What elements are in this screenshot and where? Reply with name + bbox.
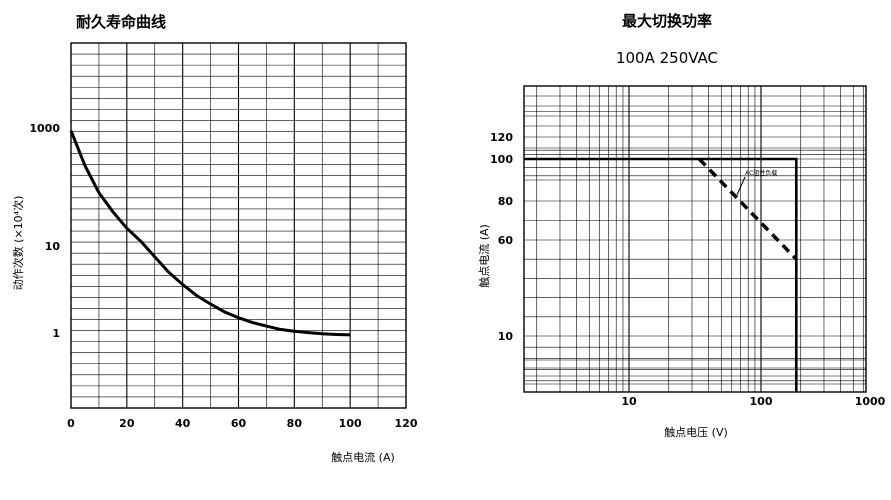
left-y-tick-label: 1 — [52, 327, 60, 340]
left-x-tick-labels: 0 20 40 60 80 100 120 — [67, 417, 418, 430]
right-x-tick-label: 100 — [750, 395, 773, 408]
left-y-tick-label: 1000 — [29, 122, 60, 135]
left-x-axis-label: 触点电流 (A) — [331, 450, 395, 464]
right-x-axis-label: 触点电压 (V) — [664, 425, 728, 439]
right-y-tick-label: 120 — [490, 131, 513, 144]
right-y-tick-labels: 120 100 80 60 10 — [490, 131, 513, 343]
left-x-tick-label: 80 — [287, 417, 303, 430]
right-chart-title: 最大切换功率 — [622, 12, 712, 30]
left-plot-frame — [70, 42, 407, 409]
right-chart-subtitle: 100A 250VAC — [616, 49, 718, 67]
annotation-leader — [736, 176, 746, 196]
right-plot-frame — [523, 85, 867, 393]
left-x-tick-label: 40 — [175, 417, 191, 430]
right-chart-grid — [524, 86, 866, 392]
right-dashed-series — [697, 157, 798, 261]
right-y-tick-label: 60 — [498, 234, 514, 247]
right-x-tick-labels: 10 100 1000 — [621, 395, 885, 408]
left-x-tick-label: 100 — [339, 417, 362, 430]
right-y-tick-label: 100 — [490, 153, 513, 166]
right-y-axis-label: 触点电流 (A) — [477, 224, 491, 288]
right-y-tick-label: 80 — [498, 195, 514, 208]
left-x-tick-label: 120 — [395, 417, 418, 430]
endurance-curve — [69, 130, 351, 337]
right-x-tick-label: 1000 — [855, 395, 886, 408]
left-chart-title: 耐久寿命曲线 — [76, 13, 166, 31]
endurance-life-chart: 耐久寿命曲线 0 20 40 60 80 100 120 1000 10 1 动作次数 (×10… — [11, 13, 418, 464]
annotation-ac-resistive-load: AC阻性负载 — [745, 169, 777, 177]
left-chart-grid — [71, 43, 406, 408]
left-x-tick-label: 0 — [67, 417, 75, 430]
left-y-axis-label: 动作次数 (×10⁴次) — [11, 196, 25, 291]
left-x-tick-label: 20 — [119, 417, 135, 430]
left-x-tick-label: 60 — [231, 417, 247, 430]
right-solid-series — [524, 157, 798, 392]
right-y-tick-label: 10 — [498, 330, 514, 343]
max-switching-power-chart: 最大切换功率 100A 250VAC 10 100 1000 12010080601… — [477, 12, 886, 439]
right-x-tick-label: 10 — [621, 395, 637, 408]
left-y-tick-label: 10 — [45, 240, 61, 253]
left-y-tick-labels: 1000 10 1 — [29, 122, 60, 340]
right-chart-series — [524, 157, 798, 392]
